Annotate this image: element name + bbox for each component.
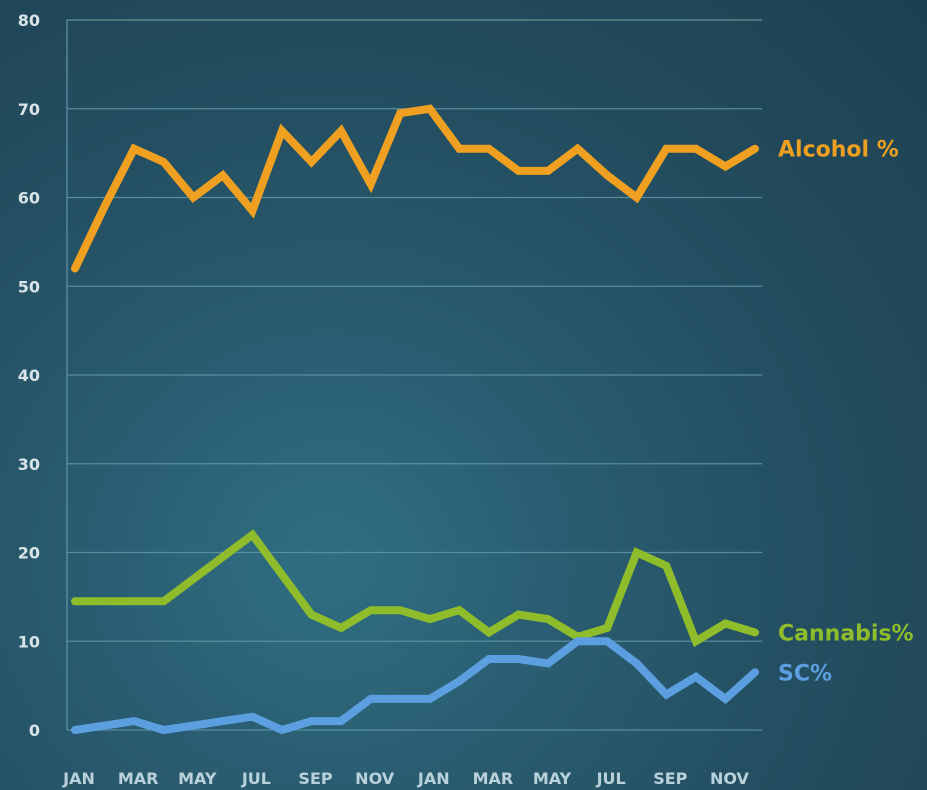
gridlines (67, 19, 762, 731)
x-tick-label: NOV (355, 769, 395, 788)
y-tick-label: 0 (29, 721, 40, 740)
y-tick-labels: 0 10 20 30 40 50 60 70 80 (18, 11, 40, 740)
x-tick-label: SEP (298, 769, 332, 788)
y-tick-label: 60 (18, 189, 40, 208)
x-tick-label: SEP (653, 769, 687, 788)
y-tick-label: 70 (18, 100, 40, 119)
x-tick-label: NOV (710, 769, 750, 788)
y-tick-label: 10 (18, 632, 40, 651)
x-tick-label: JUL (241, 769, 271, 788)
series-line-sc (71, 637, 759, 735)
x-tick-label: MAY (533, 769, 572, 788)
x-tick-label: JUL (596, 769, 626, 788)
series-label-sc: SC% (778, 661, 832, 686)
x-tick-label: JAN (417, 769, 450, 788)
y-tick-label: 50 (18, 277, 40, 296)
y-tick-label: 30 (18, 455, 40, 474)
series-label-alcohol: Alcohol % (778, 138, 899, 163)
y-tick-label: 40 (18, 366, 40, 385)
x-tick-label: JAN (62, 769, 95, 788)
series-line-cannabis (71, 529, 759, 648)
series-lines (71, 104, 759, 735)
series-label-cannabis: Cannabis% (778, 621, 914, 646)
x-tick-label: MAR (118, 769, 159, 788)
x-tick-label: MAR (473, 769, 514, 788)
y-tick-label: 20 (18, 544, 40, 563)
series-line-alcohol (71, 104, 759, 273)
series-labels: Alcohol % Cannabis% SC% (778, 138, 914, 687)
y-tick-label: 80 (18, 11, 40, 30)
x-tick-labels: JAN MAR MAY JUL SEP NOV JAN MAR MAY JUL SEP NOV (62, 769, 749, 788)
x-tick-label: MAY (178, 769, 217, 788)
